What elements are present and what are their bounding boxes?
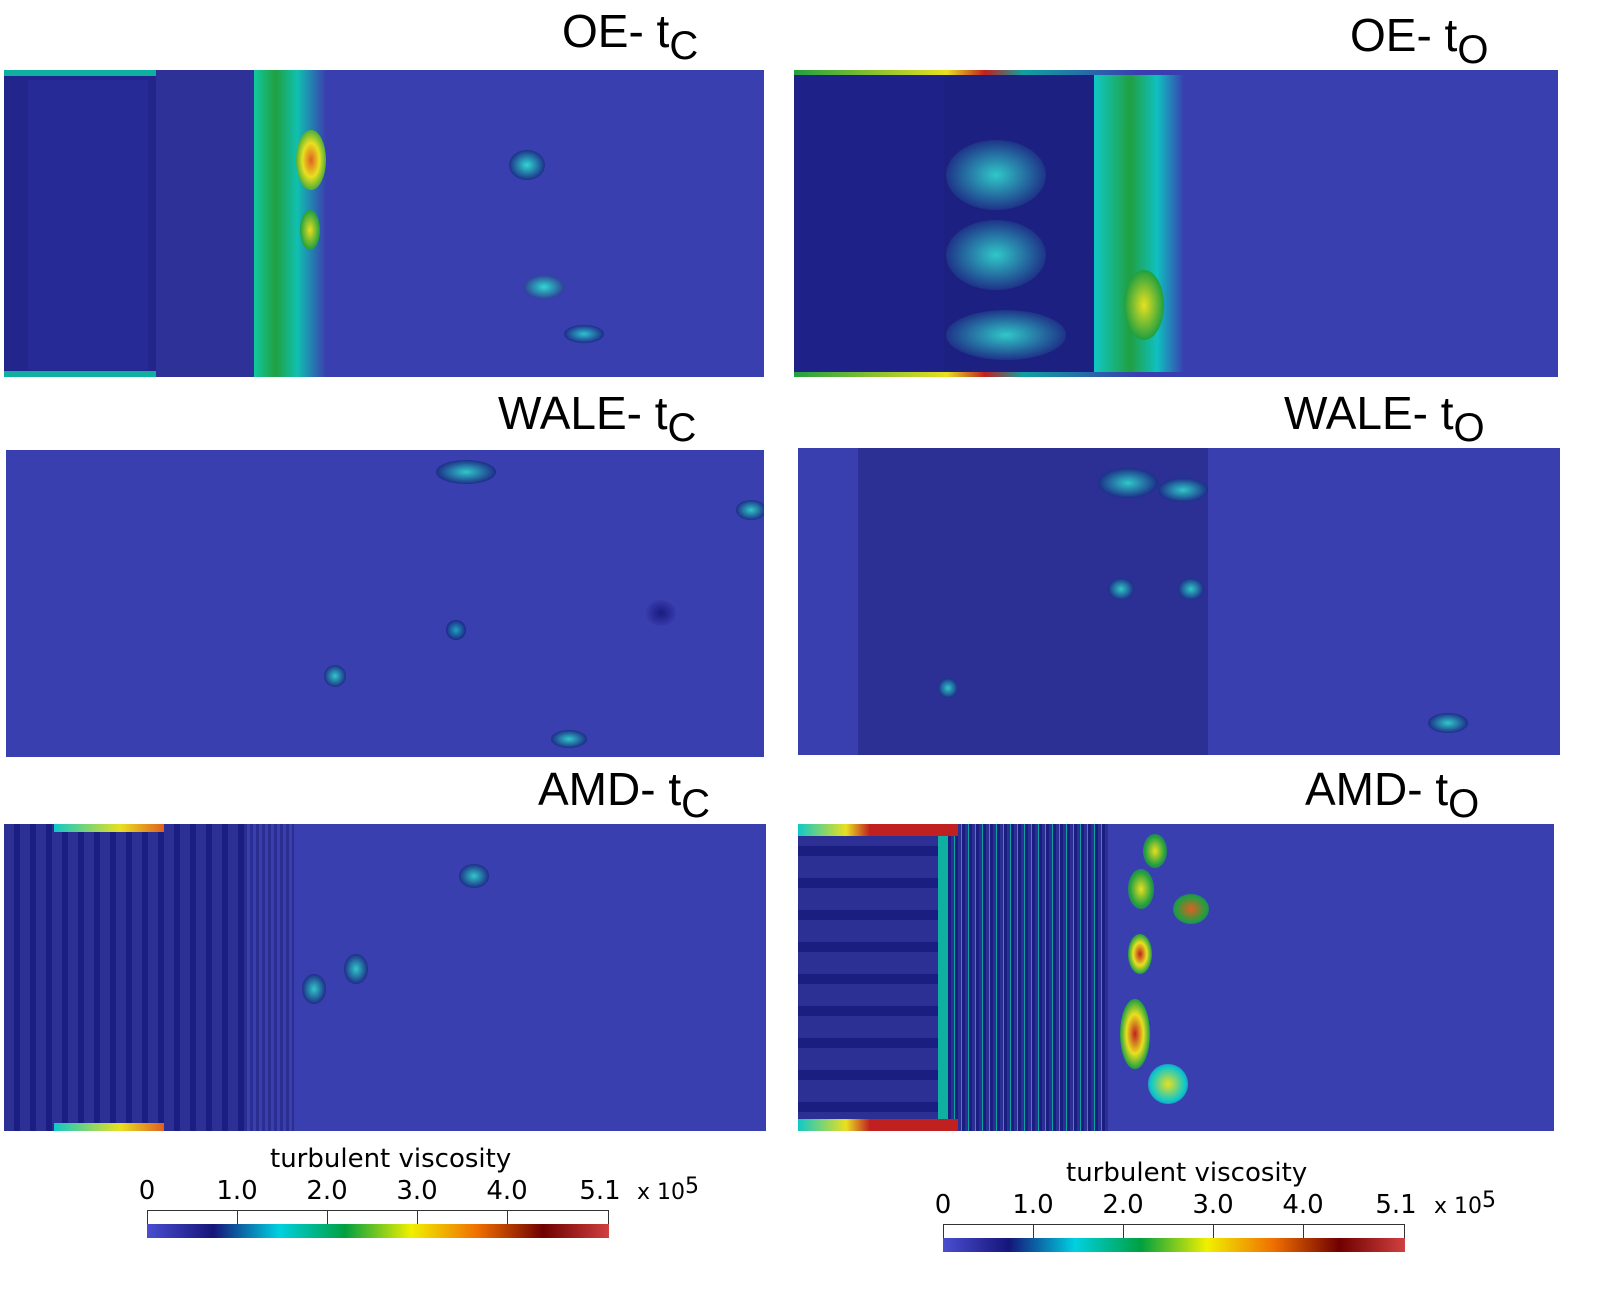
- subscript: O: [1453, 406, 1485, 450]
- panel-title-amd-tc: AMD- tC: [538, 763, 710, 826]
- colorbar-tick-label: 2.0: [1102, 1190, 1144, 1220]
- subscript: O: [1457, 28, 1489, 72]
- colorbar-gradient: [147, 1224, 609, 1238]
- field-plot-wale-to: [798, 448, 1560, 755]
- subscript: C: [681, 782, 710, 826]
- colorbar-tick-label: 1.0: [1012, 1190, 1054, 1220]
- panel-title-wale-tc: WALE- tC: [498, 387, 697, 450]
- colorbar-tick-label: 4.0: [486, 1176, 528, 1206]
- colorbar-tick-label: 0: [934, 1190, 952, 1220]
- colorbar-tick-label: 5.1: [1375, 1190, 1417, 1220]
- panel-title-oe-tc: OE- tC: [562, 5, 699, 68]
- panel-title-wale-to: WALE- tO: [1284, 387, 1485, 450]
- field-plot-oe-to: [794, 70, 1558, 377]
- colorbar-scale-label: x 105: [1434, 1188, 1497, 1219]
- colorbar-tick-label: 2.0: [306, 1176, 348, 1206]
- colorbar-tick-label: 3.0: [396, 1176, 438, 1206]
- panel-title-oe-to: OE- tO: [1350, 9, 1489, 72]
- colorbar-title: turbulent viscosity: [1066, 1158, 1308, 1188]
- field-plot-wale-tc: [6, 450, 764, 757]
- field-plot-amd-to: [798, 824, 1554, 1131]
- colorbar-tick-label: 4.0: [1282, 1190, 1324, 1220]
- colorbar-tick-label: 1.0: [216, 1176, 258, 1206]
- colorbar-tick-label: 5.1: [579, 1176, 621, 1206]
- colorbar-scale-label: x 105: [637, 1174, 700, 1205]
- field-plot-amd-tc: [4, 824, 766, 1131]
- subscript: C: [669, 24, 699, 68]
- colorbar-tick-label: 3.0: [1192, 1190, 1234, 1220]
- colorbar-gradient: [943, 1238, 1405, 1252]
- subscript: C: [667, 406, 697, 450]
- colorbar-title: turbulent viscosity: [270, 1144, 512, 1174]
- subscript: O: [1448, 782, 1480, 826]
- panel-title-amd-to: AMD- tO: [1305, 763, 1480, 826]
- field-plot-oe-tc: [4, 70, 764, 377]
- colorbar-tick-label: 0: [138, 1176, 156, 1206]
